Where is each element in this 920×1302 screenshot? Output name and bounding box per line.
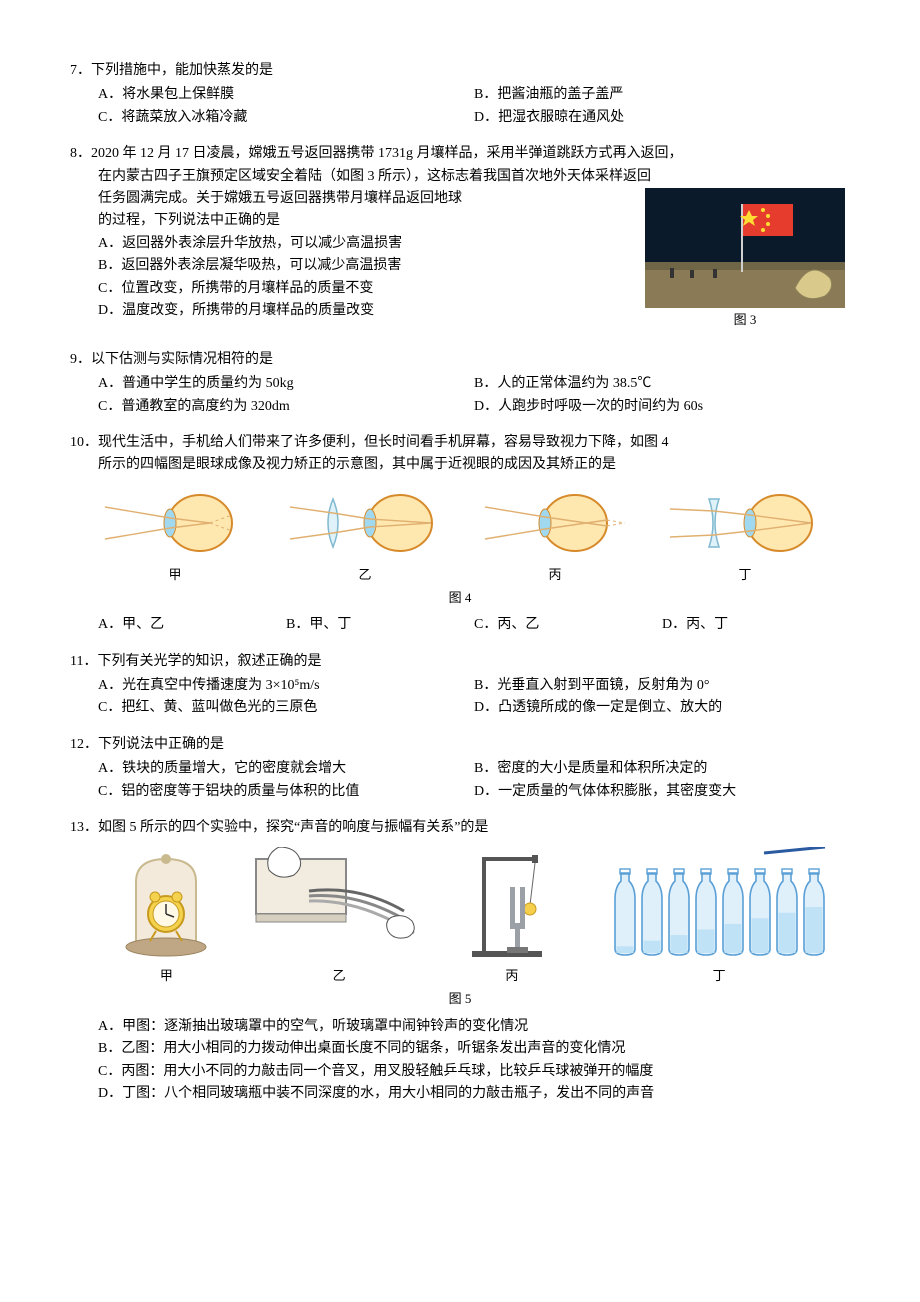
figure-4-d: 丁 <box>650 485 840 586</box>
q13-stem: 13．如图 5 所示的四个实验中，探究“声音的响度与振幅有关系”的是 <box>70 817 850 839</box>
figure-4-c: 丙 <box>460 485 650 586</box>
option-a: A．铁块的质量增大，它的密度就会增大 <box>98 758 474 780</box>
eye-diagram-icon <box>100 485 250 561</box>
eye-diagram-icon <box>480 485 630 561</box>
option-c: C．把红、黄、蓝叫做色光的三原色 <box>98 697 474 719</box>
stem-text: 2020 年 12 月 17 日凌晨，嫦娥五号返回器携带 1731g 月壤样品，… <box>91 146 683 161</box>
question-number: 7． <box>70 63 91 78</box>
bottles-icon <box>609 847 829 962</box>
q7-options: A．将水果包上保鲜膜 B．把酱油瓶的盖子盖严 C．将蔬菜放入冰箱冷藏 D．把湿衣… <box>70 84 850 129</box>
question-8: 8．2020 年 12 月 17 日凌晨，嫦娥五号返回器携带 1731g 月壤样… <box>70 143 850 335</box>
option-a: A．甲图：逐渐抽出玻璃罩中的空气，听玻璃罩中闹钟铃声的变化情况 <box>70 1016 850 1038</box>
q7-stem: 7．下列措施中，能加快蒸发的是 <box>70 60 850 82</box>
question-number: 8． <box>70 146 91 161</box>
figure-4-c-label: 丙 <box>460 565 650 586</box>
question-number: 13． <box>70 820 98 835</box>
question-number: 11． <box>70 654 97 669</box>
tuning-fork-stand-icon <box>452 847 572 962</box>
option-c: C．普通教室的高度约为 320dm <box>98 396 474 418</box>
bell-jar-icon <box>106 847 226 962</box>
q11-options: A．光在真空中传播速度为 3×10⁵m/s B．光垂直入射到平面镜，反射角为 0… <box>70 675 850 720</box>
figure-4-caption: 图 4 <box>70 588 850 609</box>
option-b: B．乙图：用大小相同的力拨动伸出桌面长度不同的锯条，听锯条发出声音的变化情况 <box>70 1038 850 1060</box>
q12-stem: 12．下列说法中正确的是 <box>70 734 850 756</box>
figure-3: 图 3 <box>640 188 850 331</box>
figure-5-a-label: 甲 <box>80 966 253 987</box>
stem-text: 现代生活中，手机给人们带来了许多便利，但长时间看手机屏幕，容易导致视力下降，如图… <box>98 435 669 450</box>
figure-5-row: 甲 乙 <box>70 847 850 987</box>
ruler-table-icon <box>254 847 424 962</box>
option-b: B．人的正常体温约为 38.5℃ <box>474 373 850 395</box>
option-b: B．光垂直入射到平面镜，反射角为 0° <box>474 675 850 697</box>
q8-stem-line1: 8．2020 年 12 月 17 日凌晨，嫦娥五号返回器携带 1731g 月壤样… <box>70 143 850 165</box>
question-number: 9． <box>70 352 91 367</box>
option-d: D．一定质量的气体体积膨胀，其密度变大 <box>474 781 850 803</box>
option-d: D．人跑步时呼吸一次的时间约为 60s <box>474 396 850 418</box>
option-d: D．丁图：八个相同玻璃瓶中装不同深度的水，用大小相同的力敲击瓶子，发出不同的声音 <box>70 1083 850 1105</box>
option-d: D．把湿衣服晾在通风处 <box>474 107 850 129</box>
figure-4-d-label: 丁 <box>650 565 840 586</box>
option-a: A．甲、乙 <box>98 614 286 636</box>
question-9: 9．以下估测与实际情况相符的是 A．普通中学生的质量约为 50kg B．人的正常… <box>70 349 850 418</box>
stem-text: 下列措施中，能加快蒸发的是 <box>91 63 273 78</box>
eye-diagram-icon <box>285 485 445 561</box>
option-c: C．丙、乙 <box>474 614 662 636</box>
stem-text: 以下估测与实际情况相符的是 <box>91 352 273 367</box>
q9-options: A．普通中学生的质量约为 50kg B．人的正常体温约为 38.5℃ C．普通教… <box>70 373 850 418</box>
q8-stem-line2: 在内蒙古四子王旗预定区域安全着陆（如图 3 所示），这标志着我国首次地外天体采样… <box>70 166 850 188</box>
figure-5-c-label: 丙 <box>425 966 598 987</box>
figure-5-d: 丁 <box>598 847 840 987</box>
q13-options: A．甲图：逐渐抽出玻璃罩中的空气，听玻璃罩中闹钟铃声的变化情况 B．乙图：用大小… <box>70 1016 850 1106</box>
stem-text: 如图 5 所示的四个实验中，探究“声音的响度与振幅有关系”的是 <box>98 820 488 835</box>
q11-stem: 11．下列有关光学的知识，叙述正确的是 <box>70 651 850 673</box>
option-c: C．丙图：用大小不同的力敲击同一个音叉，用叉股轻触乒乓球，比较乒乓球被弹开的幅度 <box>70 1061 850 1083</box>
figure-5-c: 丙 <box>425 847 598 987</box>
option-b: B．把酱油瓶的盖子盖严 <box>474 84 850 106</box>
question-12: 12．下列说法中正确的是 A．铁块的质量增大，它的密度就会增大 B．密度的大小是… <box>70 734 850 803</box>
option-a: A．普通中学生的质量约为 50kg <box>98 373 474 395</box>
option-b: B．甲、丁 <box>286 614 474 636</box>
option-d: D．凸透镜所成的像一定是倒立、放大的 <box>474 697 850 719</box>
q10-options: A．甲、乙 B．甲、丁 C．丙、乙 D．丙、丁 <box>70 614 850 636</box>
figure-5-a: 甲 <box>80 847 253 987</box>
figure-5-b-label: 乙 <box>253 966 426 987</box>
figure-5-d-label: 丁 <box>598 966 840 987</box>
q9-stem: 9．以下估测与实际情况相符的是 <box>70 349 850 371</box>
figure-4-a: 甲 <box>80 485 270 586</box>
option-b: B．密度的大小是质量和体积所决定的 <box>474 758 850 780</box>
option-c: C．铝的密度等于铝块的质量与体积的比值 <box>98 781 474 803</box>
question-number: 12． <box>70 737 98 752</box>
photo-lander-icon <box>645 188 845 308</box>
option-a: A．将水果包上保鲜膜 <box>98 84 474 106</box>
q10-stem-line1: 10．现代生活中，手机给人们带来了许多便利，但长时间看手机屏幕，容易导致视力下降… <box>70 432 850 454</box>
stem-text: 下列说法中正确的是 <box>98 737 224 752</box>
figure-3-caption: 图 3 <box>640 310 850 331</box>
figure-4-a-label: 甲 <box>80 565 270 586</box>
question-13: 13．如图 5 所示的四个实验中，探究“声音的响度与振幅有关系”的是 甲 <box>70 817 850 1106</box>
question-10: 10．现代生活中，手机给人们带来了许多便利，但长时间看手机屏幕，容易导致视力下降… <box>70 432 850 637</box>
eye-diagram-icon <box>665 485 825 561</box>
stem-text: 下列有关光学的知识，叙述正确的是 <box>97 654 321 669</box>
option-d: D．丙、丁 <box>662 614 850 636</box>
question-7: 7．下列措施中，能加快蒸发的是 A．将水果包上保鲜膜 B．把酱油瓶的盖子盖严 C… <box>70 60 850 129</box>
q10-stem-line2: 所示的四幅图是眼球成像及视力矫正的示意图，其中属于近视眼的成因及其矫正的是 <box>70 454 850 476</box>
question-number: 10． <box>70 435 98 450</box>
figure-5-caption: 图 5 <box>70 989 850 1010</box>
question-11: 11．下列有关光学的知识，叙述正确的是 A．光在真空中传播速度为 3×10⁵m/… <box>70 651 850 720</box>
figure-5-b: 乙 <box>253 847 426 987</box>
option-c: C．将蔬菜放入冰箱冷藏 <box>98 107 474 129</box>
figure-4-b: 乙 <box>270 485 460 586</box>
option-a: A．光在真空中传播速度为 3×10⁵m/s <box>98 675 474 697</box>
figure-4-b-label: 乙 <box>270 565 460 586</box>
q12-options: A．铁块的质量增大，它的密度就会增大 B．密度的大小是质量和体积所决定的 C．铝… <box>70 758 850 803</box>
figure-4-row: 甲 乙 <box>70 485 850 586</box>
